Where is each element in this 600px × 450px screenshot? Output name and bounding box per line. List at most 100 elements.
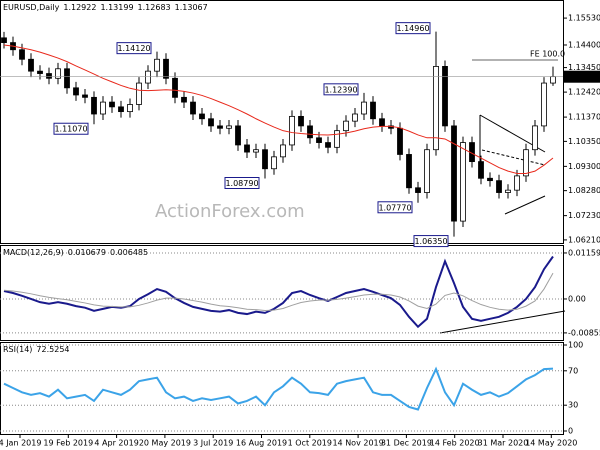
annotation-label: 1.14960 bbox=[396, 24, 429, 33]
candle-body bbox=[442, 66, 448, 127]
y-tick-label: 1.12420 bbox=[568, 88, 600, 97]
series-line bbox=[3, 272, 554, 311]
macd-header: MACD(12,26,9) 0.010679 0.006485 bbox=[3, 248, 148, 257]
annotation-label: 1.12390 bbox=[324, 85, 357, 94]
candle-body bbox=[190, 101, 196, 115]
x-tick-label: 19 Feb 2019 bbox=[43, 439, 93, 448]
candle-body bbox=[424, 149, 430, 193]
y-tick-label: 1.10350 bbox=[568, 137, 600, 146]
candle-body bbox=[100, 101, 106, 115]
annotation-label: 1.07770 bbox=[378, 203, 411, 212]
candle-body bbox=[487, 177, 493, 182]
candle-body bbox=[226, 125, 232, 129]
candle-body bbox=[406, 154, 412, 189]
x-tick-label: 4 Jan 2019 bbox=[0, 439, 41, 448]
x-tick-label: 3 Jul 2019 bbox=[193, 439, 233, 448]
candle-body bbox=[478, 161, 484, 179]
annotation-label: 1.14120 bbox=[117, 44, 150, 53]
annotation-box bbox=[413, 235, 449, 248]
annotation-box bbox=[377, 201, 413, 214]
candle-body bbox=[271, 156, 277, 170]
candle-body bbox=[1, 37, 7, 44]
annotation-box bbox=[53, 122, 89, 135]
annotation-label: 1.08790 bbox=[225, 179, 258, 188]
candle-body bbox=[244, 144, 250, 153]
candle-body bbox=[334, 130, 340, 148]
x-tick-label: 14 Feb 2020 bbox=[430, 439, 480, 448]
candle-body bbox=[82, 94, 88, 98]
candle-body bbox=[262, 149, 268, 170]
candle-body bbox=[172, 77, 178, 98]
candle-body bbox=[496, 180, 502, 193]
candle-body bbox=[415, 187, 421, 193]
y-tick-label: 0 bbox=[568, 427, 573, 436]
annotation-label: 1.06350 bbox=[414, 237, 447, 246]
x-tick-label: 14 May 2020 bbox=[525, 439, 577, 448]
x-tick-label: 16 Aug 2019 bbox=[236, 439, 287, 448]
candle-body bbox=[280, 144, 286, 158]
open: 1.12922 bbox=[63, 3, 96, 12]
candle-body bbox=[55, 68, 61, 79]
y-tick-label: 1.06210 bbox=[568, 235, 600, 244]
annotation-box bbox=[224, 177, 260, 190]
symbol: EURUSD,Daily bbox=[3, 3, 60, 12]
x-tick-label: 4 Apr 2019 bbox=[94, 439, 138, 448]
candle-body bbox=[208, 118, 214, 127]
candle-body bbox=[550, 76, 556, 84]
y-tick-label: 0.011594 bbox=[568, 248, 600, 257]
price-header: EURUSD,Daily 1.12922 1.13199 1.12683 1.13067 bbox=[3, 3, 208, 12]
candle-body bbox=[316, 137, 322, 143]
candle-body bbox=[325, 142, 331, 148]
rsi-title: RSI(14) bbox=[3, 345, 32, 354]
macd-value: 0.010679 bbox=[68, 248, 106, 257]
candle-body bbox=[253, 149, 259, 153]
candle-body bbox=[73, 87, 79, 96]
macd-title: MACD(12,26,9) bbox=[3, 248, 64, 257]
series-line bbox=[3, 44, 554, 175]
close: 1.13067 bbox=[175, 3, 208, 12]
candle-body bbox=[235, 125, 241, 146]
rsi-panel bbox=[0, 342, 564, 435]
annotation-label: 1.11070 bbox=[54, 125, 87, 134]
candle-body bbox=[460, 142, 466, 222]
candle-body bbox=[181, 96, 187, 103]
candle-body bbox=[46, 73, 52, 79]
annotation-box bbox=[395, 22, 431, 35]
y-tick-label: 30 bbox=[568, 401, 578, 410]
fe-label: FE 100.0 bbox=[530, 49, 565, 58]
price-box bbox=[564, 70, 600, 83]
candle-body bbox=[91, 96, 97, 115]
candle-body bbox=[37, 70, 43, 74]
y-tick-label: 1.13450 bbox=[568, 63, 600, 72]
candle-body bbox=[541, 82, 547, 127]
candle-body bbox=[343, 120, 349, 132]
y-tick-label: 1.15530 bbox=[568, 14, 600, 23]
series-line bbox=[3, 255, 554, 329]
high: 1.13199 bbox=[100, 3, 133, 12]
rsi-header: RSI(14) 72.5254 bbox=[3, 345, 70, 354]
x-tick-label: 20 May 2019 bbox=[139, 439, 191, 448]
candle-body bbox=[352, 113, 358, 122]
candle-body bbox=[298, 115, 304, 127]
candle-body bbox=[64, 68, 70, 89]
candle-body bbox=[217, 125, 223, 129]
trend-lines bbox=[439, 114, 566, 334]
candle-body bbox=[361, 101, 367, 115]
y-tick-label: 1.08280 bbox=[568, 186, 600, 195]
annotation-box bbox=[116, 42, 152, 55]
candle-body bbox=[370, 101, 376, 120]
candle-body bbox=[163, 58, 169, 79]
series-line bbox=[3, 366, 554, 411]
y-tick-label: 0.00 bbox=[568, 294, 586, 303]
candle-body bbox=[451, 125, 457, 222]
y-tick-label: 70 bbox=[568, 366, 578, 375]
candle-body bbox=[307, 125, 313, 139]
candle-body bbox=[127, 104, 133, 113]
candle-body bbox=[109, 101, 115, 108]
candle-body bbox=[145, 70, 151, 84]
candle-body bbox=[514, 175, 520, 191]
rsi-value: 72.5254 bbox=[36, 345, 69, 354]
candle-body bbox=[379, 118, 385, 127]
x-tick-label: 31 Mar 2020 bbox=[478, 439, 529, 448]
